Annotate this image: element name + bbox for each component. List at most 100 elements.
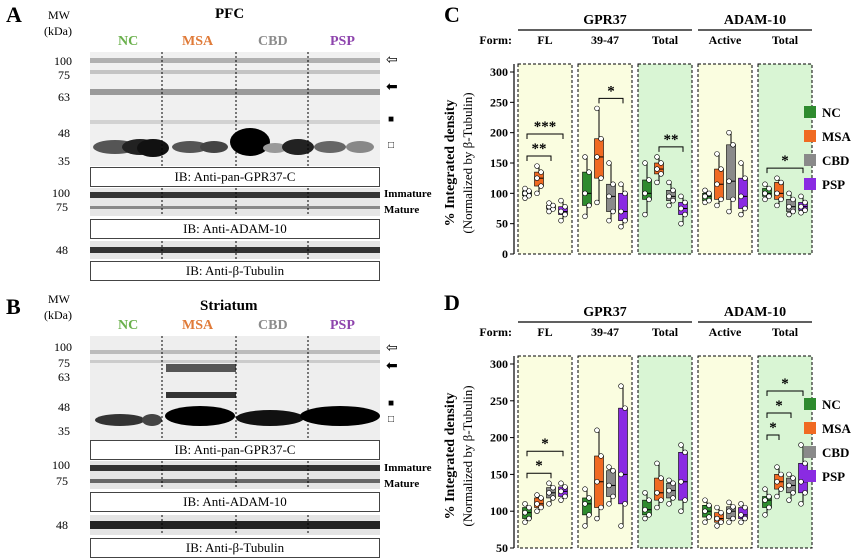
panel-d-box (654, 477, 664, 501)
panel-b-kda-label: (kDa) (44, 308, 72, 322)
panel-b-mw-label: MW (48, 292, 70, 306)
panel-d-point (586, 512, 592, 518)
panel-d-point (786, 471, 792, 478)
panel-b-ib-gpr37: IB: Anti-pan-GPR37-C (90, 440, 380, 460)
panel-d-point (742, 504, 748, 511)
panel-c-point (682, 211, 688, 218)
panel-d-sig-label: * (775, 398, 783, 414)
panel-d-y-tick-label: 150 (490, 467, 508, 481)
panel-d-point (666, 487, 672, 494)
panel-d-form-label: Total (652, 325, 679, 339)
panel-c-sig-label: * (607, 83, 615, 99)
panel-d-point (778, 486, 784, 492)
panel-d-legend-swatch (804, 398, 816, 410)
panel-c-point (706, 190, 712, 197)
panel-d-point (702, 497, 708, 503)
panel-d-point (594, 479, 600, 485)
panel-b-adam-mw-100: 100 (52, 458, 70, 472)
panel-d-point (678, 442, 684, 448)
panel-c-point (654, 154, 660, 160)
panel-c-point (642, 160, 648, 166)
panel-d-point (786, 482, 792, 489)
panel-a-title: PFC (215, 6, 245, 22)
panel-c-legend-label: PSP (822, 177, 845, 192)
panel-c-point (802, 199, 808, 206)
panel-c-point (714, 202, 720, 209)
panel-c-box (582, 171, 592, 206)
panel-c-point (798, 203, 804, 210)
panel-a-adam-mw-100: 100 (52, 186, 70, 200)
panel-d-point (522, 509, 528, 516)
panel-c-point (702, 193, 708, 200)
panel-c-point (558, 217, 564, 224)
panel-c-point (762, 181, 768, 187)
panel-c-point (618, 208, 624, 215)
panel-d-point (558, 488, 564, 495)
panel-c-point (726, 178, 732, 184)
panel-d-point (798, 442, 804, 448)
panel-c-point (594, 154, 600, 160)
panel-d-point (682, 497, 688, 503)
panel-c-sig-bracket (598, 97, 624, 104)
panel-c-point (642, 190, 648, 197)
panel-c-point (678, 205, 684, 212)
panel-d-point (618, 471, 624, 478)
panel-c-legend-swatch (804, 154, 816, 166)
panel-a-filled-arrow-icon: ⬅ (386, 80, 398, 95)
panel-d-legend-swatch (804, 446, 816, 458)
panel-c-point (682, 199, 688, 206)
panel-d-point (666, 477, 672, 483)
panel-c-point (714, 151, 720, 157)
panel-c-point (678, 193, 684, 200)
panel-b-group-msa: MSA (182, 318, 214, 333)
panel-d-point (642, 507, 648, 513)
panel-d-point (678, 479, 684, 485)
panel-a-ib-tubulin: IB: Anti-β-Tubulin (90, 261, 380, 281)
panel-c-sig-label: * (781, 153, 789, 169)
panel-c-point (666, 179, 672, 186)
panel-c-point (618, 181, 624, 187)
panel-d-point (774, 479, 780, 485)
panel-c-point (606, 217, 612, 224)
panel-d-point (526, 515, 532, 522)
panel-c-point (622, 190, 628, 197)
panel-d-y-tick-label: 100 (490, 504, 508, 518)
panel-c-point (658, 160, 664, 166)
panel-d-point (738, 501, 744, 507)
panel-d-point (562, 493, 568, 500)
panel-d-point (678, 508, 684, 514)
panel-d-form-label: 39-47 (591, 325, 619, 339)
panel-d-point (606, 464, 612, 470)
panel-c-point (666, 202, 672, 209)
panel-d-sig-bracket (526, 450, 564, 457)
panel-d-point (786, 497, 792, 503)
panel-d-legend-label: PSP (822, 469, 845, 484)
panel-b-open-arrow-icon: ⇦ (386, 341, 398, 356)
panel-b-adam10-bands (90, 461, 380, 489)
panel-c-legend-label: NC (822, 105, 841, 120)
panel-c-point (606, 193, 612, 200)
panel-d-point (670, 495, 676, 501)
panel-d-box (582, 497, 592, 516)
panel-c-point (582, 190, 588, 197)
panel-c-chart: % Integrated density (Normalized by β-Tub… (443, 13, 852, 261)
panel-d-point (538, 495, 544, 501)
panel-d-point (582, 486, 588, 492)
panel-d-sig-label: * (781, 376, 789, 392)
panel-c-point (586, 202, 592, 209)
panel-c-point (738, 160, 744, 166)
panel-d-point (774, 493, 780, 500)
panel-d-form-label: Total (772, 325, 799, 339)
panel-d-point (550, 484, 556, 491)
panel-b-adam-mw-75: 75 (56, 474, 68, 488)
panel-d-point (766, 504, 772, 511)
panel-d-point (594, 515, 600, 522)
panel-c-point (622, 217, 628, 224)
panel-b-immature-label: Immature (384, 462, 432, 474)
panel-c-y-tick-label: 250 (490, 95, 508, 109)
panel-c-sig-label: ** (664, 132, 679, 148)
panel-d-point (546, 480, 552, 486)
panel-d-point (522, 501, 528, 507)
panel-a-mw-48: 48 (58, 126, 70, 140)
panel-c-ylabel2: (Normalized by β-Tubulin) (460, 92, 475, 233)
